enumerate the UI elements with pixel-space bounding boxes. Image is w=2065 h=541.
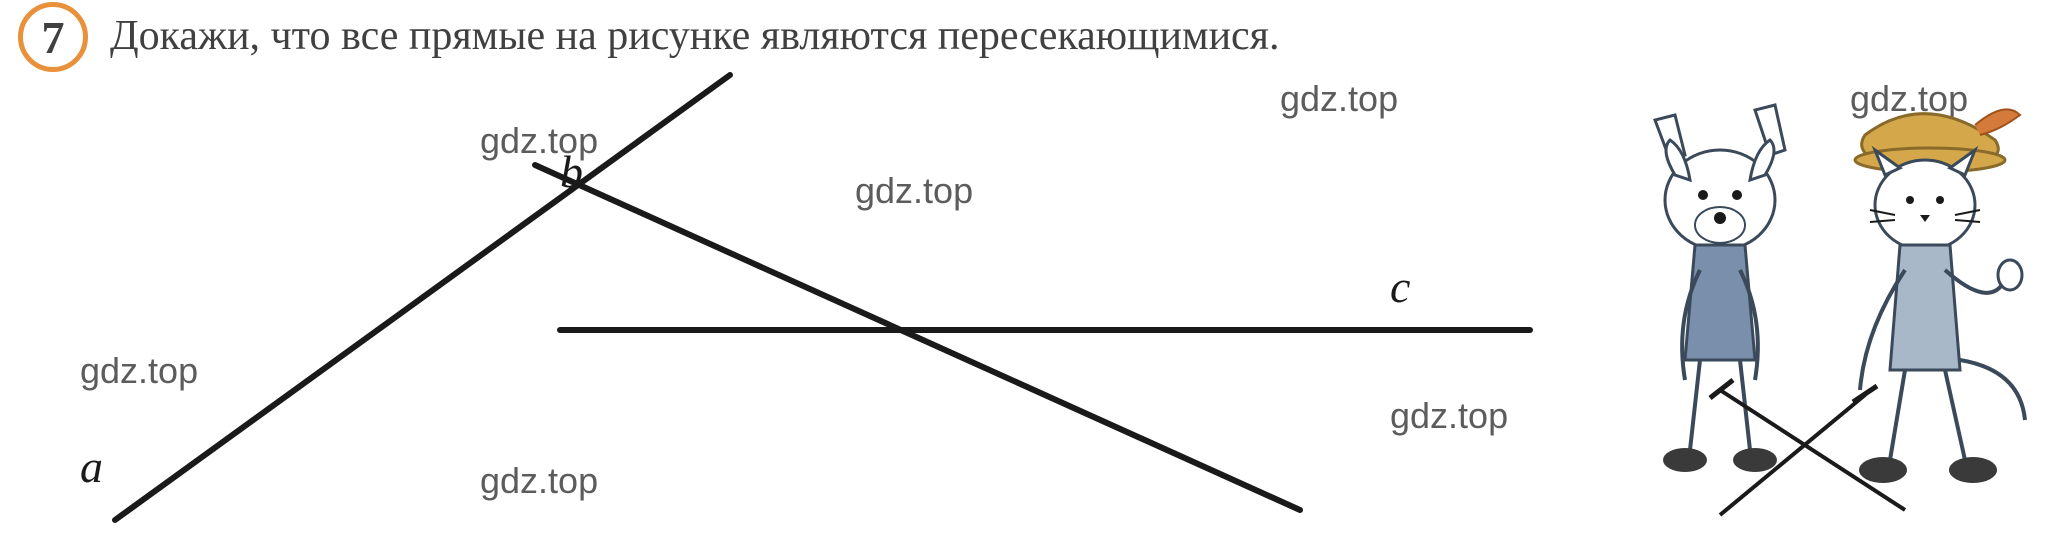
watermark-text: gdz.top [855, 170, 973, 212]
line-label-c: c [1390, 260, 1410, 313]
dog-character [1655, 105, 1785, 472]
problem-number-badge: 7 [18, 2, 88, 72]
line-label-a: a [80, 440, 103, 493]
illustration-svg [1625, 80, 2045, 520]
problem-statement: Докажи, что все прямые на рисунке являют… [110, 12, 1280, 60]
line-b [535, 165, 1300, 510]
line-a [115, 75, 730, 520]
watermark-text: gdz.top [1280, 78, 1398, 120]
problem-number-text: 7 [42, 11, 65, 64]
cat-character [1855, 109, 2025, 483]
watermark-text: gdz.top [1390, 395, 1508, 437]
watermark-text: gdz.top [480, 120, 598, 162]
watermark-text: gdz.top [480, 460, 598, 502]
lines-svg [0, 70, 1700, 536]
crossed-swords-icon [1710, 380, 1905, 515]
characters-illustration [1625, 80, 2045, 520]
watermark-text: gdz.top [80, 350, 198, 392]
geometry-diagram: a b c [0, 70, 1700, 536]
